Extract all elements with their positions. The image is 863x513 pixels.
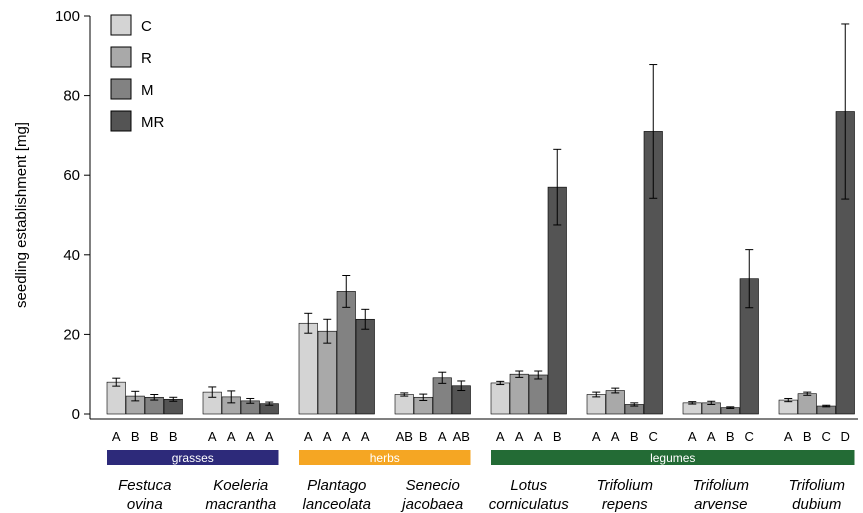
significance-letter: A xyxy=(438,429,447,444)
species-label: arvense xyxy=(694,496,747,513)
y-tick-label: 20 xyxy=(63,326,80,343)
species-label: macrantha xyxy=(205,496,276,513)
group-bars: grasses herbs legumes xyxy=(107,450,855,465)
legend: CRM MR xyxy=(110,14,164,132)
significance-letter: B xyxy=(630,429,639,444)
significance-letter: A xyxy=(515,429,524,444)
significance-letter: C xyxy=(822,429,831,444)
significance-letter: A xyxy=(784,429,793,444)
significance-letter: A xyxy=(208,429,217,444)
legend-swatch xyxy=(110,46,132,68)
group-band xyxy=(299,450,471,465)
y-tick-label: 40 xyxy=(63,247,80,264)
significance-letter: A xyxy=(323,429,332,444)
significance-letter: A xyxy=(342,429,351,444)
species-label: Senecio xyxy=(406,477,460,494)
bar xyxy=(394,394,414,415)
species-label: jacobaea xyxy=(400,496,463,513)
species-labels: Festuca ovina Koeleria macrantha Plantago lan… xyxy=(118,477,845,513)
significance-letter: A xyxy=(304,429,313,444)
bars xyxy=(106,23,855,415)
y-tick-label: 100 xyxy=(55,8,80,25)
significance-letter: A xyxy=(707,429,716,444)
significance-letter: D xyxy=(841,429,850,444)
species-label: repens xyxy=(602,496,648,513)
legend-swatch xyxy=(110,110,132,132)
legend-swatch xyxy=(110,14,132,36)
species-label: Koeleria xyxy=(213,477,268,494)
significance-letter: A xyxy=(496,429,505,444)
significance-letter: A xyxy=(611,429,620,444)
bar xyxy=(355,318,375,415)
significance-letter: A xyxy=(534,429,543,444)
significance-letter: A xyxy=(265,429,274,444)
y-tick-label: 0 xyxy=(72,406,80,423)
species-label: Festuca xyxy=(118,477,171,494)
group-band xyxy=(107,450,279,465)
group-label: legumes xyxy=(650,451,695,465)
bar xyxy=(298,322,318,415)
significance-letter: B xyxy=(131,429,140,444)
group-band xyxy=(491,450,855,465)
significance-letter: B xyxy=(553,429,562,444)
significance-letter: B xyxy=(419,429,428,444)
bar xyxy=(605,390,625,415)
y-axis-label: seedling establishment [mg] xyxy=(13,122,30,308)
bar xyxy=(509,373,529,415)
y-axis: 0 20 40 60 80 100 xyxy=(55,8,858,423)
bar xyxy=(490,382,510,415)
species-label: lanceolata xyxy=(303,496,371,513)
bar xyxy=(797,393,817,415)
species-label: Trifolium xyxy=(693,477,749,494)
significance-letter: AB xyxy=(453,429,470,444)
species-label: Lotus xyxy=(510,477,547,494)
significance-letter: C xyxy=(745,429,754,444)
significance-letter: A xyxy=(227,429,236,444)
significance-letter: B xyxy=(169,429,178,444)
bar xyxy=(528,374,548,415)
significance-letter: A xyxy=(592,429,601,444)
significance-letters: A B B B A A A A A A A A AB B A AB A A A B A A B C A A B C A B C D xyxy=(112,429,850,444)
significance-letter: A xyxy=(361,429,370,444)
legend-swatch xyxy=(110,78,132,100)
significance-letter: A xyxy=(688,429,697,444)
species-label: ovina xyxy=(127,496,163,513)
bar xyxy=(336,291,356,415)
species-label: Trifolium xyxy=(789,477,845,494)
legend-label: R xyxy=(141,50,152,67)
significance-letter: B xyxy=(726,429,735,444)
significance-letter: C xyxy=(649,429,658,444)
species-label: Plantago xyxy=(307,477,366,494)
significance-letter: A xyxy=(246,429,255,444)
significance-letter: B xyxy=(150,429,159,444)
species-label: Trifolium xyxy=(597,477,653,494)
species-label: corniculatus xyxy=(489,496,570,513)
species-label: dubium xyxy=(792,496,841,513)
legend-label: MR xyxy=(141,114,164,131)
group-label: herbs xyxy=(370,451,400,465)
group-label: grasses xyxy=(172,451,214,465)
y-tick-label: 80 xyxy=(63,88,80,105)
y-tick-label: 60 xyxy=(63,167,80,184)
legend-label: C xyxy=(141,18,152,35)
significance-letter: B xyxy=(803,429,812,444)
legend-label: M xyxy=(141,82,154,99)
significance-letter: A xyxy=(112,429,121,444)
significance-letter: AB xyxy=(396,429,413,444)
bar xyxy=(586,394,606,415)
bar xyxy=(106,381,126,415)
